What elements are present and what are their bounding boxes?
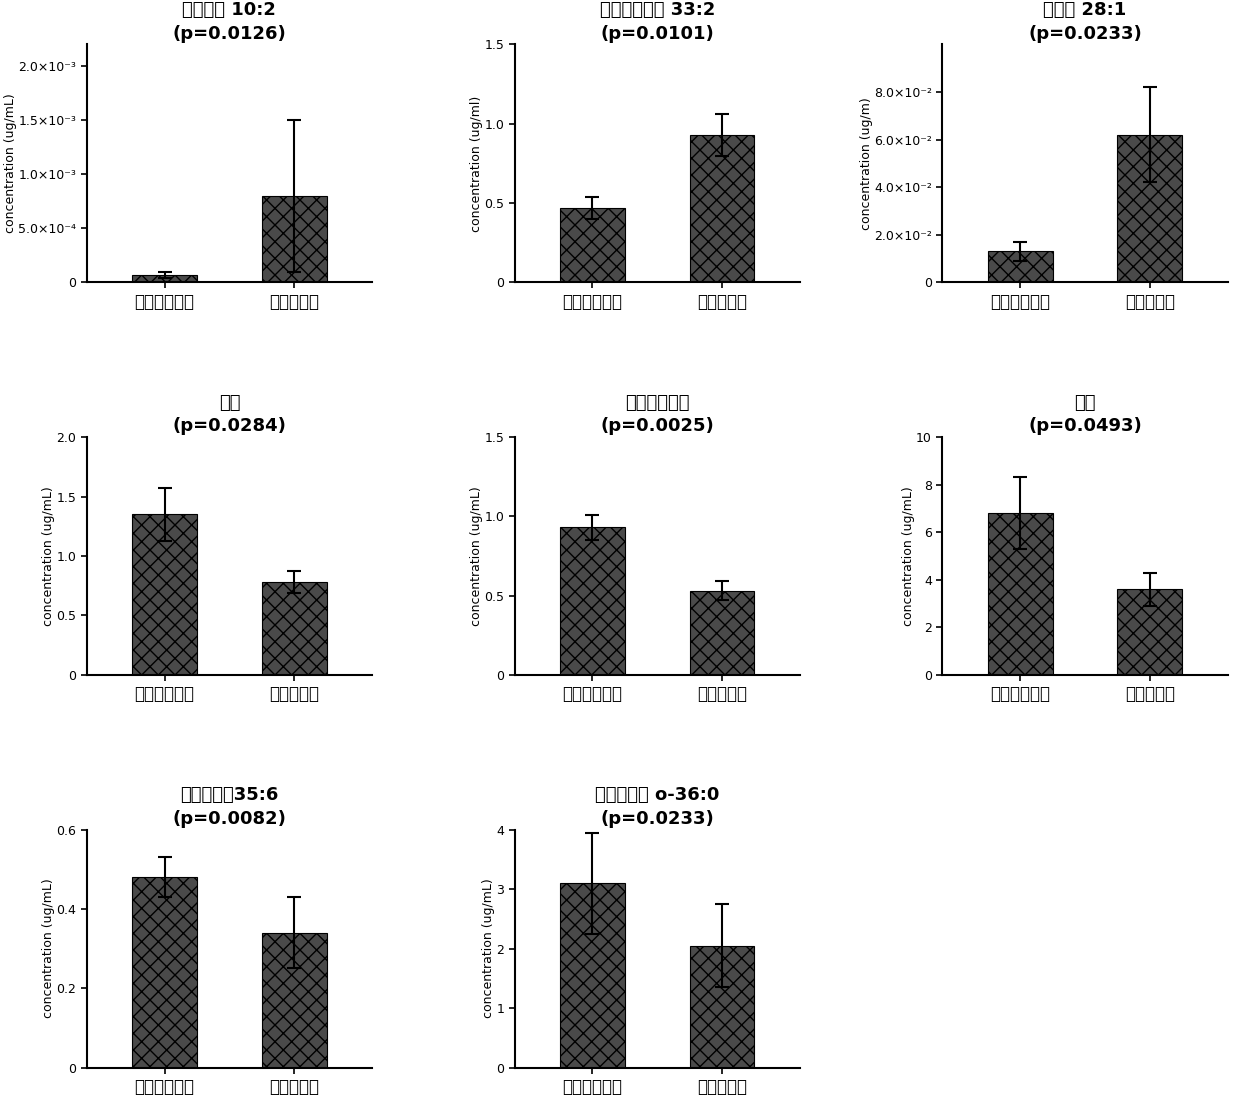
Y-axis label: concentration (ug/mL): concentration (ug/mL) xyxy=(42,486,55,626)
Bar xyxy=(1117,135,1182,282)
Bar xyxy=(560,527,625,675)
Title: 胆碱
(p=0.0284): 胆碱 (p=0.0284) xyxy=(172,394,286,436)
Y-axis label: concentration (ug/m): concentration (ug/m) xyxy=(859,97,873,230)
Bar xyxy=(689,135,754,282)
Title: 磷脂酰胆碱 o-36:0
(p=0.0233): 磷脂酰胆碱 o-36:0 (p=0.0233) xyxy=(595,786,719,828)
Bar xyxy=(262,583,326,675)
Bar xyxy=(689,945,754,1068)
Bar xyxy=(988,513,1053,675)
Y-axis label: concentration (ug/mL): concentration (ug/mL) xyxy=(470,486,482,626)
Y-axis label: concentration (ug/mL): concentration (ug/mL) xyxy=(901,486,915,626)
Bar xyxy=(988,251,1053,282)
Bar xyxy=(262,196,326,282)
Bar xyxy=(560,208,625,282)
Bar xyxy=(133,877,197,1068)
Title: 磷脂酰乙醇胺 33:2
(p=0.0101): 磷脂酰乙醇胺 33:2 (p=0.0101) xyxy=(599,1,715,43)
Bar xyxy=(133,515,197,675)
Bar xyxy=(1117,589,1182,675)
Title: 二甲基甘氨酸
(p=0.0025): 二甲基甘氨酸 (p=0.0025) xyxy=(600,394,714,436)
Bar xyxy=(560,883,625,1068)
Title: 磷脂酰胆碱35:6
(p=0.0082): 磷脂酰胆碱35:6 (p=0.0082) xyxy=(172,786,286,828)
Title: 油酸
(p=0.0493): 油酸 (p=0.0493) xyxy=(1028,394,1142,436)
Title: 酰基肉碱 10:2
(p=0.0126): 酰基肉碱 10:2 (p=0.0126) xyxy=(172,1,286,43)
Y-axis label: concentration (ug/mL): concentration (ug/mL) xyxy=(4,93,17,234)
Y-axis label: concentration (ug/ml): concentration (ug/ml) xyxy=(470,96,482,231)
Bar xyxy=(262,933,326,1068)
Title: 鞘磷脂 28:1
(p=0.0233): 鞘磷脂 28:1 (p=0.0233) xyxy=(1028,1,1142,43)
Bar xyxy=(689,590,754,675)
Bar xyxy=(133,275,197,282)
Y-axis label: concentration (ug/mL): concentration (ug/mL) xyxy=(42,878,55,1019)
Y-axis label: concentration (ug/mL): concentration (ug/mL) xyxy=(482,878,495,1019)
